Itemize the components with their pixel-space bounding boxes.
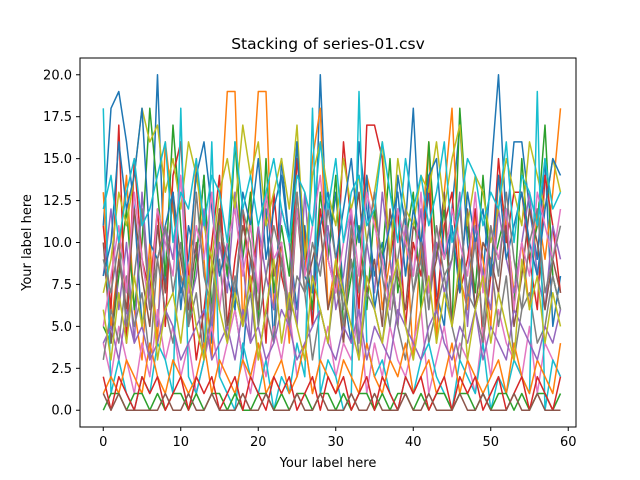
series-line-2: [102, 90, 562, 361]
series-line-14: [102, 375, 562, 411]
y-axis-ticks: 0.0 2.5 5.0 7.5 10.0 12.5 15.0 17.5 20.0: [43, 68, 80, 419]
x-tick-label: 40: [405, 435, 422, 450]
y-tick-label: 2.5: [51, 362, 72, 377]
series-line-18: [102, 191, 562, 328]
y-tick-label: 17.5: [43, 110, 72, 125]
y-tick-label: 5.0: [51, 320, 72, 335]
y-tick-label: 0.0: [51, 404, 72, 419]
x-tick-label: 20: [250, 435, 267, 450]
x-tick-label: 0: [99, 435, 107, 450]
series-line-20: [102, 141, 562, 244]
x-tick-label: 50: [482, 435, 499, 450]
series-line-3: [102, 107, 562, 344]
x-axis-ticks: 0 10 20 30 40 50 60: [99, 427, 577, 450]
series-line-16: [102, 392, 561, 411]
x-tick-label: 30: [327, 435, 344, 450]
y-tick-label: 10.0: [43, 236, 72, 251]
y-tick-label: 20.0: [43, 68, 72, 83]
series-layer: [102, 74, 562, 411]
series-line-19: [102, 258, 562, 361]
x-tick-label: 10: [172, 435, 189, 450]
series-line-8: [102, 258, 562, 361]
x-axis-label: Your label here: [279, 456, 377, 471]
series-line-15: [102, 308, 562, 361]
y-axis-label: Your label here: [20, 194, 35, 292]
y-tick-label: 12.5: [43, 194, 72, 209]
y-tick-label: 7.5: [51, 278, 72, 293]
chart-title: Stacking of series-01.csv: [231, 35, 425, 53]
x-tick-label: 60: [560, 435, 577, 450]
y-tick-label: 15.0: [43, 152, 72, 167]
